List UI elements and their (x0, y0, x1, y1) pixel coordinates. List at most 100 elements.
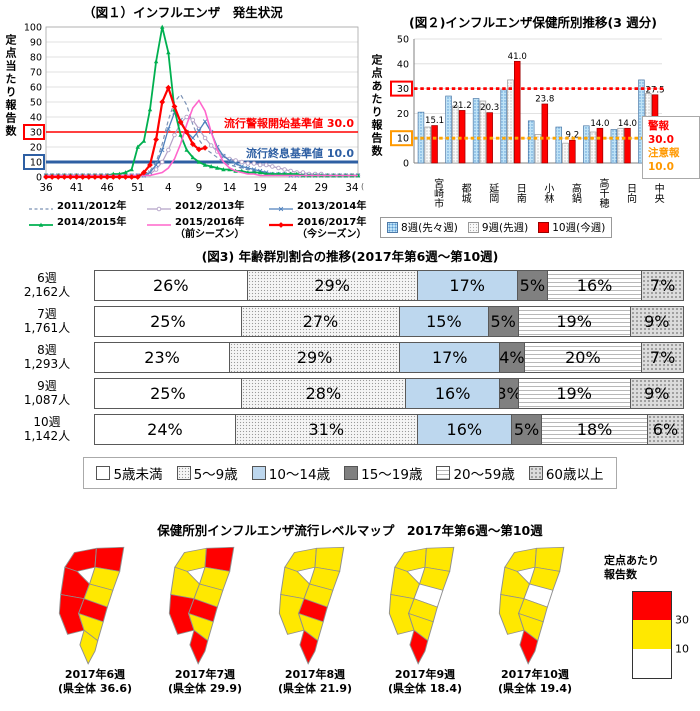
stacked-bar: 26% 29% 17% 5% 16% 7% (94, 269, 684, 301)
svg-text:4: 4 (165, 182, 172, 194)
svg-text:36: 36 (39, 182, 53, 194)
segment-15～19歳: 3% (500, 378, 519, 408)
region-takachiho (394, 547, 427, 572)
legend-item: 60歳以上 (528, 463, 604, 483)
segment-15～19歳: 4% (500, 342, 525, 372)
fig3-legend: 5歳未満 5～9歳 10～14歳 15～19歳 20～59歳 60歳以上 (83, 457, 617, 489)
segment-20～59歳: 19% (518, 378, 631, 408)
map-caption: 2017年6週 (64, 668, 126, 681)
legend-item: 2015/2016年 （前シーズン） (134, 217, 256, 240)
legend-swatch (251, 466, 266, 480)
svg-text:41: 41 (70, 182, 83, 194)
row-label: 7週 1,761人 (23, 306, 71, 335)
stacked-bar: 23% 29% 17% 4% 20% 7% (94, 341, 684, 373)
legend-label: 5歳未満 (113, 467, 163, 483)
legend-label: 2016/2017年 （今シーズン） (297, 217, 367, 240)
map-legend-title-line2: 報告数 (604, 568, 637, 582)
svg-text:流行警報開始基準値 30.0: 流行警報開始基準値 30.0 (224, 116, 354, 130)
legend-item: 5歳未満 (96, 463, 163, 483)
segment-60歳以上: 6% (648, 414, 683, 444)
svg-text:50: 50 (30, 98, 42, 109)
region-takachiho (174, 547, 207, 572)
row-label: 9週 1,087人 (23, 378, 71, 407)
region-nichinan (299, 629, 319, 665)
legend-label: 9週(先週) (481, 222, 529, 234)
svg-text:27.5: 27.5 (645, 85, 664, 95)
legend-item: 2016/2017年 （今シーズン） (256, 217, 368, 240)
age-distribution-row: 8週 1,293人 23% 29% 17% 4% 20% 7% (0, 339, 700, 375)
bars (417, 60, 659, 164)
segment-15～19歳: 5% (511, 414, 543, 444)
fig2-title: (図２)インフルエンザ保健所別推移(3 週分) (408, 15, 658, 30)
scale-row-red: 30 (632, 590, 694, 626)
svg-text:70: 70 (30, 68, 42, 79)
segment-15～19歳: 5% (488, 306, 519, 336)
region-kobayashi (60, 566, 91, 600)
fig2-section: (図２)インフルエンザ保健所別推移(3 週分) 定点あたり報告数 0 10 20 30… (366, 12, 700, 244)
caution-value: 10.0 (648, 160, 674, 173)
segment-15～19歳: 5% (517, 270, 548, 300)
svg-text:10: 10 (30, 158, 42, 169)
map-total: (県全体 18.4) (387, 681, 463, 695)
svg-text:40: 40 (397, 59, 409, 70)
stacked-bar: 25%28%16%3%19%9% (94, 377, 684, 409)
alert-value: 30.0 (648, 133, 674, 146)
category-label: 都城 (459, 183, 471, 203)
legend-item: 8週(先々週) (387, 220, 458, 235)
map-total: (県全体 29.9) (167, 681, 243, 695)
map-legend-title: 定点あたり 報告数 (604, 554, 694, 583)
caution-label: 注意報 (648, 147, 680, 160)
region-nichinan (519, 629, 539, 665)
alert-threshold-box: 警報 30.0 注意報 10.0 (642, 116, 700, 179)
map-total: (県全体 19.4) (497, 681, 573, 695)
legend-swatch (528, 466, 543, 480)
segment-10～14歳: 15% (400, 306, 489, 336)
map-caption: 2017年9週 (394, 668, 456, 681)
fig3-title: (図3) 年齢群別割合の推移(2017年第6週～第10週) (201, 249, 499, 264)
legend-item: 2014/2015年 (16, 217, 134, 240)
svg-text:23.8: 23.8 (535, 94, 554, 104)
legend-label: 2014/2015年 (57, 217, 127, 228)
fig1-legend: 2011/2012年 2012/2013年 2013/2014年 2014/2015年… (16, 201, 367, 240)
map-caption: 2017年7週 (174, 668, 236, 681)
region-kobayashi (280, 566, 311, 600)
maps-row: 2017年6週 (県全体 36.6) 2017年7週 (県全体 29.9) 2017年8… (42, 542, 700, 696)
segment-5～9歳: 29% (230, 342, 401, 372)
segment-5～9歳: 29% (247, 270, 418, 300)
segment-10～14歳: 17% (400, 342, 501, 372)
segment-60歳以上: 7% (642, 342, 683, 372)
legend-swatch (436, 466, 451, 480)
segment-5歳未満: 24% (95, 414, 236, 444)
map-color-scale: 30 10 (632, 590, 694, 679)
category-label: 高鍋 (569, 183, 581, 203)
age-distribution-row: 9週1,087人 25%28%16%3%19%9% (0, 375, 700, 411)
region-takachiho (64, 547, 97, 572)
region-nichinan (189, 629, 209, 665)
legend-swatch (467, 222, 479, 233)
prefecture-map: 2017年6週 (県全体 36.6) (42, 542, 148, 696)
scale-label-30: 30 (675, 613, 689, 627)
scale-row-white (632, 648, 694, 679)
category-label: 高千穂 (596, 178, 608, 208)
region-takachiho (504, 547, 537, 572)
svg-text:9: 9 (196, 182, 203, 194)
segment-20～59歳: 19% (518, 306, 631, 336)
legend-label: 2013/2014年 (297, 201, 367, 212)
region-nichinan (409, 629, 429, 665)
legend-label: 2011/2012年 (57, 201, 127, 212)
svg-text:14.0: 14.0 (590, 119, 609, 129)
scale-label-10: 10 (675, 642, 689, 656)
legend-label: 10～14歳 (268, 467, 331, 483)
region-takachiho (284, 547, 317, 572)
legend-label: 60歳以上 (545, 467, 604, 483)
svg-text:15.1: 15.1 (425, 116, 444, 126)
svg-text:30: 30 (397, 84, 409, 95)
legend-item: 9週(先週) (467, 220, 529, 235)
category-label: 日南 (514, 183, 526, 203)
fig1-section: （図１）インフルエンザ 発生状況 定点当たり報告数 0 10 20 30 40 50 60 7… (2, 2, 367, 244)
level-map-section: 保健所別インフルエンザ流行レベルマップ 2017年第6週～第10週 2017年6… (0, 520, 700, 711)
fig2-y-axis-label: 定点あたり報告数 (370, 54, 383, 158)
svg-text:29: 29 (315, 182, 328, 194)
segment-5歳未満: 26% (95, 270, 248, 300)
